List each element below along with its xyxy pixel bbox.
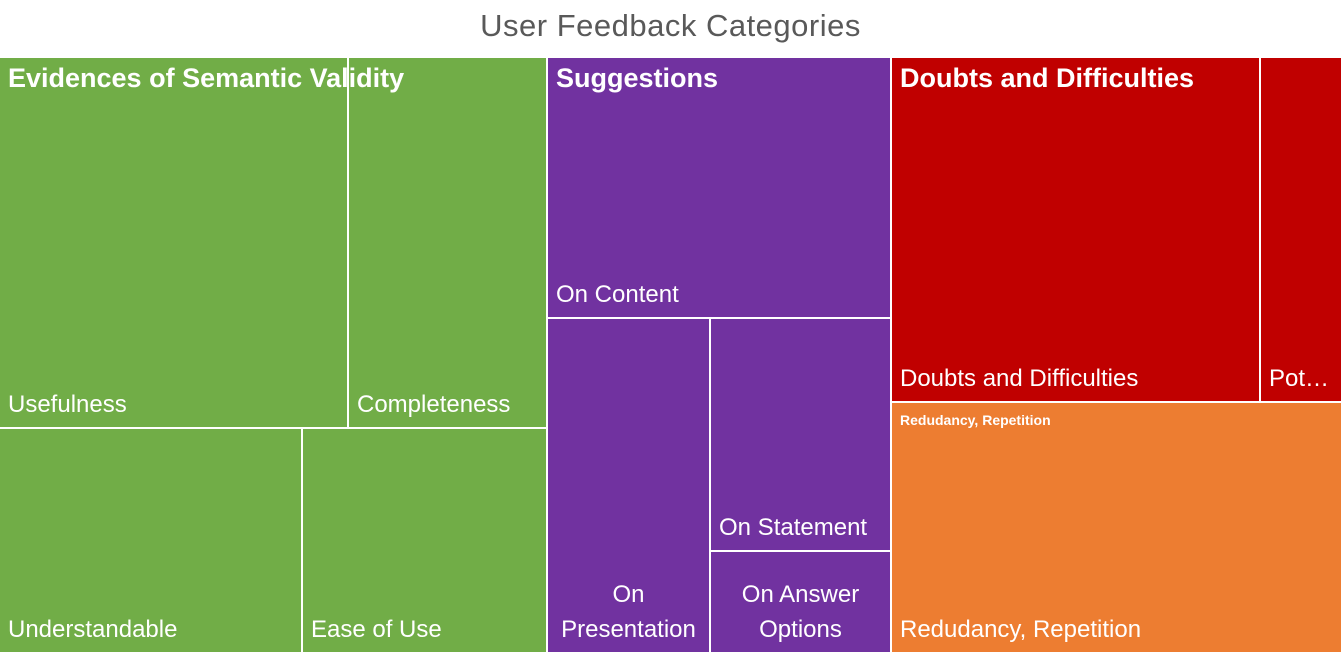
treemap-cell-label: Usefulness [8,391,127,419]
treemap-cell-label: Redudancy, Repetition [900,616,1142,644]
treemap-cell-usefulness[interactable]: Usefulness [0,58,347,427]
treemap-cell-label: On Presentation [561,581,696,644]
treemap-cell-completeness[interactable]: Completeness [349,58,546,427]
treemap-cell-redudancy-repetition[interactable]: Redudancy, Repetition [892,403,1341,652]
treemap-cell-on-statement[interactable]: On Statement [711,319,890,550]
treemap-cell-label: On Statement [719,514,868,542]
treemap-cell-label: Ease of Use [311,616,442,644]
treemap-cell-label: On Answer Options [741,581,860,644]
chart-title: User Feedback Categories [480,8,861,43]
treemap-cell-doubts-and-difficulties[interactable]: Doubts and Difficulties [892,58,1259,401]
treemap-cell-label: On Content [556,281,679,309]
treemap-cell-ease-of-use[interactable]: Ease of Use [303,429,546,652]
treemap-cell-understandable[interactable]: Understandable [0,429,301,652]
treemap-cell-label: Doubts and Difficulties [900,365,1139,393]
treemap-cell-label: Completeness [357,391,511,419]
treemap-cell-label: Understandable [8,616,178,644]
treemap-cell-on-answer-options[interactable]: On Answer Options [711,552,890,652]
treemap-cell-on-content[interactable]: On Content [548,58,890,317]
treemap-cell-pot[interactable]: Pot… [1261,58,1341,401]
treemap-cell-on-presentation[interactable]: On Presentation [548,319,709,652]
treemap: Usefulness Completeness Understandable Ease… [0,58,1341,652]
treemap-cell-label: Pot… [1269,365,1330,393]
